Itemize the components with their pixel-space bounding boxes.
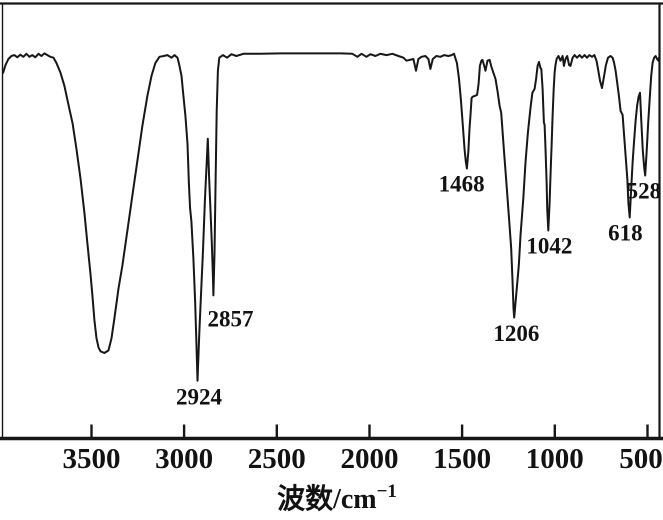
peak-label-1468: 1468 — [439, 172, 485, 197]
x-axis-title-superscript: −1 — [377, 481, 397, 502]
x-axis-title: 波数/cm−1 — [277, 481, 397, 515]
x-tick-label-3500: 3500 — [63, 443, 121, 475]
peak-label-2924: 2924 — [176, 385, 223, 410]
x-tick-label-2000: 2000 — [341, 443, 399, 475]
peak-label-528: 528 — [627, 179, 662, 204]
peak-label-1206: 1206 — [493, 321, 539, 346]
x-tick-label-2500: 2500 — [248, 443, 306, 475]
x-axis-ticks — [90, 424, 649, 437]
peak-label-2857: 2857 — [208, 306, 254, 331]
x-tick-label-1500: 1500 — [433, 443, 491, 475]
plot-frame — [0, 2, 663, 441]
x-tick-label-3000: 3000 — [155, 443, 213, 475]
peak-annotations: 2924 2857 1468 1206 1042 618 528 — [176, 172, 661, 410]
peak-label-618: 618 — [608, 221, 643, 246]
x-tick-label-500: 500 — [619, 443, 663, 475]
x-axis-tick-labels: 3500 3000 2500 2000 1500 1000 500 — [63, 443, 663, 475]
x-tick-label-1000: 1000 — [526, 443, 584, 475]
spectrum-trace — [2, 52, 661, 382]
x-axis-title-text: 波数/cm — [277, 483, 377, 515]
peak-label-1042: 1042 — [526, 234, 572, 259]
